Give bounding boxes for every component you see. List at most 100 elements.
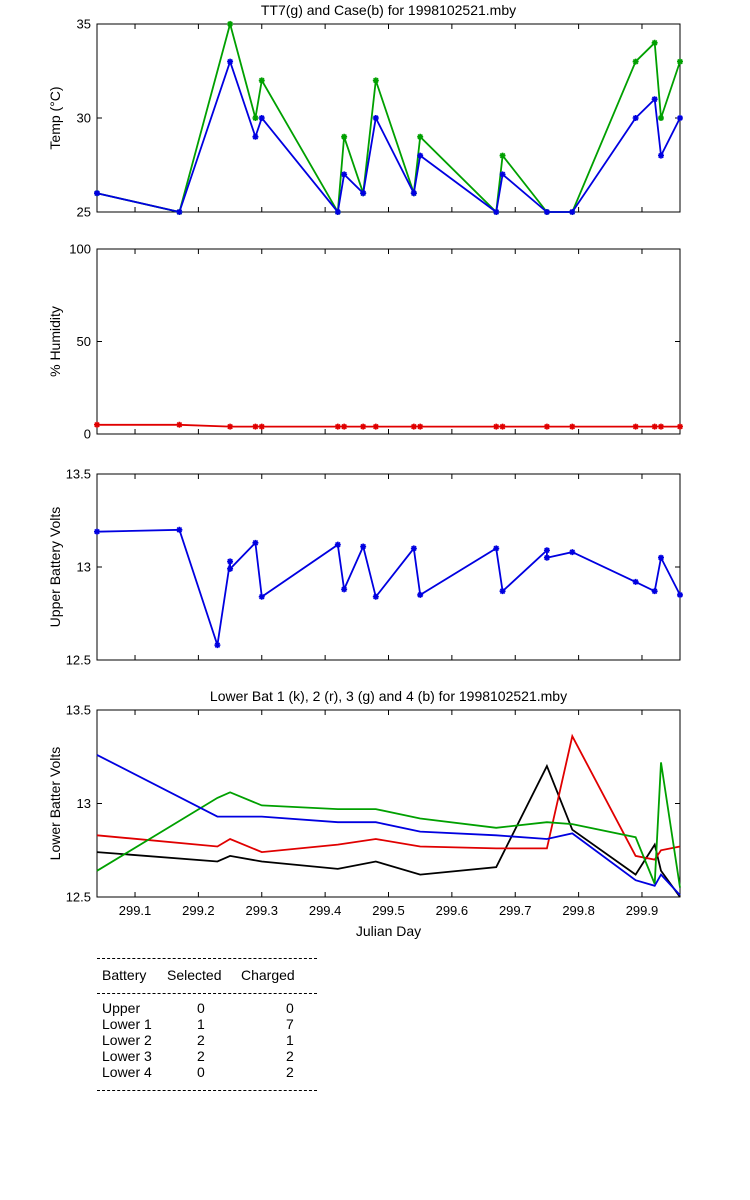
temperature-panel: 25 30 35 TT7(g) and Case(b) for 1998102521.…: [47, 2, 683, 220]
battery-summary-table: Battery Selected Charged Upper 0 0 Lower…: [97, 958, 317, 1091]
data-point-marker: [360, 190, 367, 197]
data-point-marker: [499, 588, 506, 595]
y-tick-label: 13: [77, 796, 91, 811]
humidity-panel: 0 50 100 % Humidity: [47, 242, 683, 442]
y-tick-label: 12.5: [66, 890, 91, 905]
selected-count: 0: [197, 1000, 205, 1016]
chart-title: Lower Bat 1 (k), 2 (r), 3 (g) and 4 (b) …: [210, 688, 567, 704]
x-tick-label: 299.2: [182, 903, 215, 918]
y-tick-label: 13.5: [66, 703, 91, 718]
data-point-marker: [227, 423, 234, 430]
x-tick-label: 299.9: [626, 903, 659, 918]
y-tick-label: 30: [77, 111, 91, 126]
y-tick-label: 35: [77, 17, 91, 32]
data-point-marker: [341, 133, 348, 140]
data-point-marker: [417, 423, 424, 430]
data-point-marker: [410, 545, 417, 552]
table-row: Lower 1 1 7: [97, 1016, 317, 1032]
table-row: Upper 0 0: [97, 1000, 317, 1016]
data-point-marker: [657, 554, 664, 561]
data-point-marker: [252, 423, 259, 430]
table-divider: [97, 993, 317, 994]
data-point-marker: [372, 115, 379, 121]
charged-count: 7: [286, 1016, 294, 1032]
data-point-marker: [569, 423, 576, 430]
data-point-marker: [493, 423, 500, 430]
selected-count: 0: [197, 1064, 205, 1080]
battery-name: Lower 3: [102, 1048, 152, 1064]
table-row: Lower 2 2 1: [97, 1032, 317, 1048]
data-point-marker: [334, 423, 341, 430]
x-tick-label: 299.7: [499, 903, 532, 918]
charged-count: 2: [286, 1064, 294, 1080]
data-point-marker: [176, 209, 183, 215]
y-tick-label: 13: [77, 560, 91, 575]
x-axis-label: Julian Day: [356, 923, 421, 939]
x-tick-label: 299.8: [562, 903, 595, 918]
data-point-marker: [360, 543, 367, 550]
battery-name: Lower 1: [102, 1016, 152, 1032]
data-point-marker: [417, 152, 424, 159]
x-tick-label: 299.4: [309, 903, 342, 918]
data-point-marker: [417, 133, 424, 140]
series-line: [96, 733, 681, 861]
selected-count: 1: [197, 1016, 205, 1032]
series-line: [96, 528, 681, 646]
data-point-marker: [543, 423, 550, 430]
data-point-marker: [651, 423, 658, 430]
y-tick-label: 100: [69, 242, 91, 257]
series-line: [96, 20, 681, 215]
x-tick-label: 299.3: [245, 903, 278, 918]
data-point-marker: [499, 152, 506, 159]
battery-name: Lower 4: [102, 1064, 152, 1080]
data-point-marker: [334, 541, 341, 548]
data-point-marker: [677, 115, 683, 121]
data-point-marker: [677, 591, 683, 598]
data-point-marker: [341, 171, 348, 178]
y-tick-label: 12.5: [66, 653, 91, 668]
battery-header: Battery: [102, 967, 147, 983]
series-line: [97, 423, 680, 428]
lower-battery-panel: 12.5 13 13.5 299.1 299.2 299.3 299.4 299.5 299.6…: [47, 688, 681, 939]
data-point-marker: [258, 593, 265, 600]
data-point-marker: [176, 421, 183, 428]
data-point-marker: [632, 58, 639, 65]
data-point-marker: [227, 21, 234, 27]
data-point-marker: [651, 588, 658, 595]
x-tick-label: 299.5: [372, 903, 405, 918]
y-tick-label: 13.5: [66, 467, 91, 482]
data-point-marker: [176, 526, 183, 533]
data-point-marker: [677, 423, 683, 430]
data-point-marker: [252, 539, 259, 546]
selected-count: 2: [197, 1032, 205, 1048]
data-point-marker: [569, 549, 576, 556]
data-point-marker: [543, 547, 550, 554]
data-point-marker: [632, 578, 639, 585]
data-point-marker: [372, 423, 379, 430]
chart-title: TT7(g) and Case(b) for 1998102521.mby: [261, 2, 516, 18]
battery-name: Upper: [102, 1000, 141, 1016]
table-divider: [97, 1090, 317, 1091]
data-point-marker: [227, 58, 234, 65]
y-tick-label: 50: [77, 334, 91, 349]
data-point-marker: [334, 209, 341, 215]
y-axis-label: Temp (°C): [47, 86, 63, 149]
data-point-marker: [657, 423, 664, 430]
data-point-marker: [341, 586, 348, 593]
data-point-marker: [252, 133, 259, 140]
upper-battery-panel: 12.5 13 13.5 Upper Battery Volts: [47, 467, 683, 668]
data-point-marker: [493, 209, 500, 215]
data-point-marker: [657, 115, 664, 121]
charts-figure: 25 30 35 TT7(g) and Case(b) for 1998102521.…: [47, 2, 683, 939]
charged-count: 2: [286, 1048, 294, 1064]
plot-frame: [96, 709, 681, 898]
y-tick-label: 25: [77, 205, 91, 220]
data-point-marker: [94, 190, 100, 197]
data-point-marker: [569, 209, 576, 215]
data-point-marker: [214, 642, 221, 649]
data-point-marker: [258, 423, 265, 430]
data-point-marker: [651, 39, 658, 46]
data-point-marker: [94, 528, 100, 535]
charged-count: 1: [286, 1032, 294, 1048]
selected-count: 2: [197, 1048, 205, 1064]
